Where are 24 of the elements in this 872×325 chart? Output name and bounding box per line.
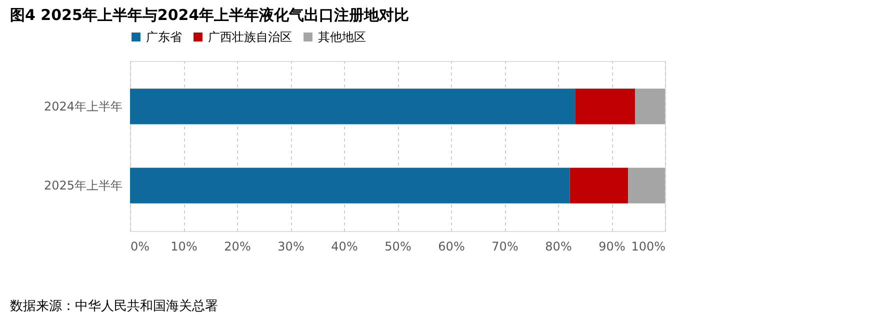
x-tick-label: 70% — [492, 240, 518, 254]
legend-label: 广东省 — [146, 30, 182, 44]
legend-label: 其他地区 — [318, 30, 366, 44]
x-tick-label: 100% — [631, 240, 666, 254]
x-tick-label: 60% — [438, 240, 465, 254]
x-tick-label: 10% — [170, 240, 198, 254]
bar — [575, 88, 636, 124]
x-tick-label: 30% — [278, 240, 304, 254]
bar — [570, 168, 628, 204]
x-tick-label: 90% — [598, 240, 626, 254]
x-tick-label: 20% — [224, 240, 251, 254]
bar — [635, 88, 665, 124]
legend-label: 广西壮族自治区 — [208, 30, 292, 44]
bar — [130, 88, 576, 124]
source-note: 数据来源：中华人民共和国海关总署 — [10, 299, 218, 314]
bar — [628, 168, 665, 204]
x-tick-label: 40% — [331, 240, 358, 254]
x-tick-label: 50% — [384, 240, 412, 254]
chart-title: 图4 2025年上半年与2024年上半年液化气出口注册地对比 — [10, 6, 410, 24]
y-tick-label: 2025年上半年 — [44, 178, 122, 193]
x-tick-label: 80% — [545, 240, 572, 254]
y-tick-label: 2024年上半年 — [44, 99, 122, 114]
x-tick-label: 0% — [130, 240, 150, 254]
bar — [130, 168, 570, 204]
